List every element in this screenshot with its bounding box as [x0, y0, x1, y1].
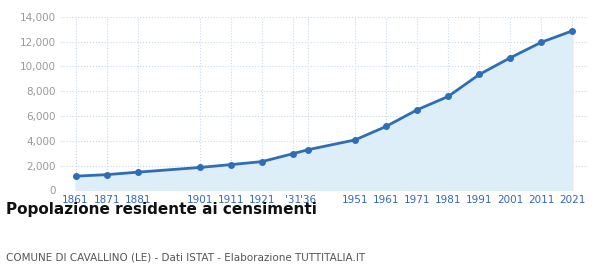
Text: Popolazione residente ai censimenti: Popolazione residente ai censimenti	[6, 202, 317, 217]
Text: COMUNE DI CAVALLINO (LE) - Dati ISTAT - Elaborazione TUTTITALIA.IT: COMUNE DI CAVALLINO (LE) - Dati ISTAT - …	[6, 252, 365, 262]
